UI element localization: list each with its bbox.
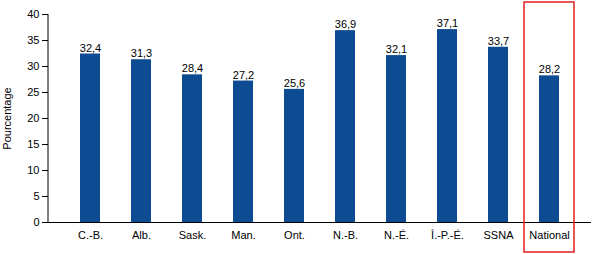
svg-text:25,6: 25,6 [284, 77, 305, 89]
svg-text:40: 40 [27, 8, 39, 20]
svg-text:28,4: 28,4 [182, 62, 203, 74]
svg-text:Alb.: Alb. [132, 229, 151, 241]
svg-text:5: 5 [33, 190, 39, 202]
svg-text:32,4: 32,4 [80, 42, 101, 54]
svg-text:SSNA: SSNA [484, 229, 515, 241]
svg-text:Î.-P.-É.: Î.-P.-É. [430, 229, 464, 241]
svg-text:Sask.: Sask. [179, 229, 207, 241]
svg-text:N.-B.: N.-B. [333, 229, 358, 241]
svg-text:0: 0 [33, 216, 39, 228]
svg-text:20: 20 [27, 112, 39, 124]
svg-text:32,1: 32,1 [386, 43, 407, 55]
svg-text:36,9: 36,9 [335, 18, 356, 30]
svg-text:33,7: 33,7 [488, 35, 509, 47]
svg-text:Pourcentage: Pourcentage [1, 87, 13, 149]
svg-text:28,2: 28,2 [539, 63, 560, 75]
svg-text:10: 10 [27, 164, 39, 176]
svg-text:Man.: Man. [231, 229, 255, 241]
svg-text:25: 25 [27, 86, 39, 98]
svg-text:31,3: 31,3 [131, 47, 152, 59]
svg-text:37,1: 37,1 [437, 17, 458, 29]
svg-text:35: 35 [27, 34, 39, 46]
svg-text:C.-B.: C.-B. [78, 229, 103, 241]
svg-text:N.-É.: N.-É. [384, 229, 409, 241]
svg-text:Ont.: Ont. [284, 229, 305, 241]
svg-text:15: 15 [27, 138, 39, 150]
svg-text:27,2: 27,2 [233, 69, 254, 81]
svg-text:30: 30 [27, 60, 39, 72]
svg-text:National: National [529, 229, 569, 241]
